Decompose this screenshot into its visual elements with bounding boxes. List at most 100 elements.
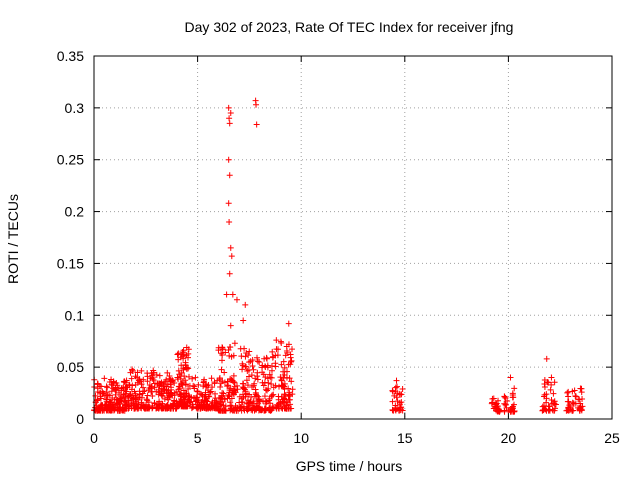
data-point [269,392,276,399]
data-point [565,404,572,411]
data-point [393,377,400,384]
data-point [287,351,294,358]
data-point [224,383,231,390]
data-point [185,365,192,372]
data-point [131,405,138,412]
data-point [111,396,118,403]
data-point [539,407,546,414]
data-point [548,397,555,404]
data-point [218,350,225,357]
data-point [194,388,201,395]
data-point [218,366,225,373]
data-point [245,373,252,380]
data-point [117,395,124,402]
data-point [263,355,270,362]
data-point [225,200,232,207]
data-point [205,393,212,400]
data-point [278,377,285,384]
data-point [99,407,106,414]
data-point [289,346,295,353]
data-point [227,110,234,117]
data-point [399,385,406,392]
data-point [224,395,231,402]
data-point [503,404,510,411]
tick-labels: 0 5 10 15 20 25 0 0.05 0.1 0.15 0.2 0.25 0.3 0.35 [57,48,620,446]
data-point [216,375,223,382]
data-point [165,387,172,394]
y-tick-label: 0.3 [65,100,85,116]
data-point [165,405,172,412]
x-tick-label: 15 [397,430,413,446]
data-point [545,403,552,410]
y-axis-label: ROTI / TECUs [5,194,21,284]
data-point [243,363,250,370]
grid-lines [93,55,613,420]
data-point [502,401,509,408]
data-point [221,406,228,413]
data-point [243,350,250,357]
data-point [233,296,240,303]
data-point [551,398,558,405]
data-point [493,407,500,414]
data-point [219,344,226,351]
data-point [270,404,277,411]
data-point [270,391,277,398]
data-point [134,379,141,386]
data-point [177,375,184,382]
data-point [398,399,405,406]
data-point [188,405,195,412]
data-point [178,403,185,410]
data-point [286,375,293,382]
data-point [543,355,550,362]
data-point [225,392,232,399]
data-points [91,97,586,415]
data-point [250,366,257,373]
data-point [227,244,234,251]
data-point [200,403,207,410]
data-point [389,398,396,405]
data-point [164,369,171,376]
data-point [252,375,259,382]
data-point [509,390,516,397]
data-point [551,379,558,386]
data-point [275,405,282,412]
data-point [259,406,266,413]
data-point [254,354,261,361]
data-point [104,384,111,391]
data-point [192,395,199,402]
data-point [282,352,289,359]
data-point [552,401,559,408]
data-point [153,404,160,411]
data-point [226,115,233,122]
data-point [237,345,244,352]
data-point [126,392,133,399]
data-point [575,404,581,411]
data-point [262,386,269,393]
data-point [239,366,246,373]
data-point [144,405,151,412]
data-point [226,270,233,277]
data-point [241,407,248,414]
data-point [138,381,145,388]
data-point [264,362,271,369]
data-point [175,402,182,409]
data-point [105,407,112,414]
data-point [253,101,260,108]
data-point [203,382,210,389]
data-point [231,379,238,386]
data-point [140,403,147,410]
data-point [177,393,184,400]
data-point [134,374,141,381]
data-point [285,393,292,400]
x-tick-label: 20 [501,430,517,446]
data-point [280,358,287,365]
data-point [232,387,239,394]
data-point [281,371,288,378]
y-tick-label: 0.35 [57,48,84,64]
data-point [234,386,241,393]
data-point [281,364,288,371]
data-point [156,372,163,379]
data-point [189,375,196,382]
data-point [570,407,577,414]
data-point [511,408,518,415]
